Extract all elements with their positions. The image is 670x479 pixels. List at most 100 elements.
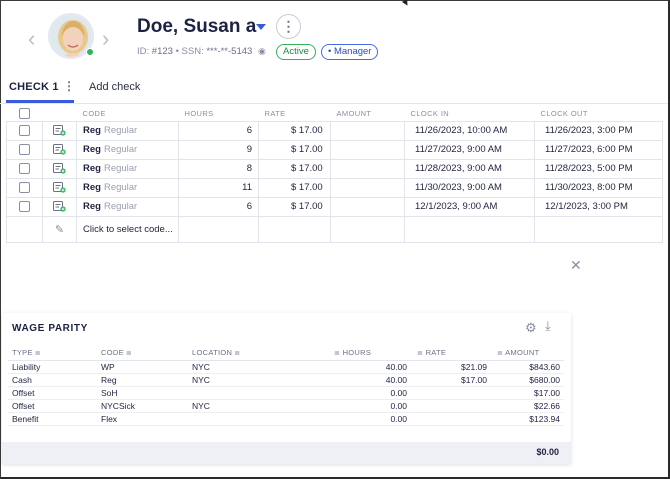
check-tabs: CHECK 1 ⋮ Add check: [0, 76, 668, 104]
row-hours[interactable]: 6: [178, 196, 259, 217]
filter-icon[interactable]: ≣: [334, 349, 341, 357]
wage-parity-title: WAGE PARITY: [12, 323, 88, 334]
wp-col-type[interactable]: TYPE ≣: [8, 345, 97, 361]
wp-code: Reg: [97, 373, 188, 387]
wp-location: NYC: [188, 399, 328, 413]
table-row[interactable]: Reg Regular 6 $ 17.00 12/1/2023, 9:00 AM 12/1…: [6, 196, 663, 217]
col-amount: AMOUNT: [336, 108, 372, 118]
document-add-icon[interactable]: [53, 200, 66, 212]
close-icon[interactable]: ✕: [570, 257, 582, 273]
row-hours[interactable]: 9: [178, 139, 259, 160]
table-row[interactable]: Reg Regular 6 $ 17.00 11/26/2023, 10:00 AM 11…: [6, 120, 663, 141]
row-checkbox[interactable]: [19, 181, 30, 193]
filter-icon[interactable]: ≣: [125, 349, 133, 357]
row-clock-in[interactable]: 12/1/2023, 9:00 AM: [404, 196, 535, 217]
new-row[interactable]: ✎ Click to select code...: [6, 215, 663, 243]
row-checkbox[interactable]: [19, 124, 30, 136]
chevron-down-icon[interactable]: [256, 24, 266, 30]
row-rate[interactable]: $ 17.00: [258, 158, 331, 179]
wp-col-rate[interactable]: ≣ RATE: [411, 345, 491, 361]
table-row[interactable]: Reg Regular 8 $ 17.00 11/28/2023, 9:00 AM 11/…: [6, 158, 663, 179]
filter-icon[interactable]: ≣: [417, 349, 424, 357]
download-icon[interactable]: ⤓: [545, 318, 551, 333]
row-checkbox[interactable]: [19, 162, 30, 174]
row-rate[interactable]: $ 17.00: [258, 120, 331, 141]
pencil-icon[interactable]: ✎: [54, 223, 65, 236]
chevron-right-icon[interactable]: ›: [102, 26, 110, 51]
kebab-icon[interactable]: ⋮: [63, 79, 75, 93]
wp-amount: $22.66: [491, 399, 564, 413]
avatar: [48, 13, 94, 59]
row-rate[interactable]: $ 17.00: [258, 177, 331, 198]
row-hours[interactable]: 11: [178, 177, 259, 198]
row-amount[interactable]: [330, 158, 405, 179]
row-clock-in[interactable]: 11/27/2023, 9:00 AM: [404, 139, 535, 160]
document-add-icon[interactable]: [53, 143, 66, 155]
kebab-icon[interactable]: ⋮: [276, 14, 301, 39]
wp-col-hours[interactable]: ≣ HOURS: [328, 345, 411, 361]
wp-hours: 40.00: [328, 373, 411, 387]
row-clock-out[interactable]: 11/30/2023, 8:00 PM: [534, 177, 663, 198]
row-hours[interactable]: 6: [178, 120, 259, 141]
row-code[interactable]: Reg Regular: [76, 196, 179, 217]
row-amount[interactable]: [330, 177, 405, 198]
document-add-icon[interactable]: [53, 124, 66, 136]
col-code: CODE: [82, 108, 106, 118]
wp-code: SoH: [97, 386, 188, 400]
add-check-button[interactable]: Add check: [89, 81, 141, 93]
document-add-icon[interactable]: [53, 162, 66, 174]
eye-icon[interactable]: ◉: [257, 46, 266, 56]
col-clock-in: CLOCK IN: [410, 108, 450, 118]
row-clock-out[interactable]: 11/26/2023, 3:00 PM: [534, 120, 663, 141]
document-add-icon[interactable]: [53, 181, 66, 193]
wage-parity-panel: WAGE PARITY ⚙ ⤓ TYPE ≣ CODE ≣ LOCATION ≣ ≣ …: [2, 313, 571, 464]
status-badge: Active: [276, 44, 316, 60]
table-row[interactable]: Reg Regular 11 $ 17.00 11/30/2023, 9:00 AM 11…: [6, 177, 663, 198]
filter-icon[interactable]: ≣: [497, 349, 504, 357]
row-checkbox[interactable]: [19, 143, 30, 155]
person-icon: •: [328, 46, 332, 57]
wage-parity-header-row: TYPE ≣ CODE ≣ LOCATION ≣ ≣ HOURS ≣ RATE ≣ A…: [8, 345, 564, 361]
col-hours: HOURS: [184, 108, 214, 118]
row-clock-in[interactable]: 11/30/2023, 9:00 AM: [404, 177, 535, 198]
row-amount[interactable]: [330, 139, 405, 160]
row-clock-in[interactable]: 11/28/2023, 9:00 AM: [404, 158, 535, 179]
filter-icon[interactable]: ≣: [234, 349, 241, 357]
row-amount[interactable]: [330, 196, 405, 217]
employee-name: Doe, Susan a: [137, 16, 257, 37]
row-rate[interactable]: $ 17.00: [258, 139, 331, 160]
row-clock-in[interactable]: 11/26/2023, 10:00 AM: [404, 120, 535, 141]
wage-parity-table: TYPE ≣ CODE ≣ LOCATION ≣ ≣ HOURS ≣ RATE ≣ A…: [8, 345, 564, 426]
wp-col-amount[interactable]: ≣ AMOUNT: [491, 345, 564, 361]
row-clock-out[interactable]: 11/27/2023, 6:00 PM: [534, 139, 663, 160]
row-code[interactable]: Reg Regular: [76, 177, 179, 198]
wp-col-location[interactable]: LOCATION ≣: [188, 345, 328, 361]
row-clock-out[interactable]: 12/1/2023, 3:00 PM: [534, 196, 663, 217]
row-code[interactable]: Reg Regular: [76, 120, 179, 141]
id-value: #123: [151, 46, 173, 57]
wage-parity-total: $0.00: [536, 447, 559, 457]
active-tab-indicator: [6, 100, 74, 103]
status-badge-label: Active: [283, 46, 309, 57]
row-amount[interactable]: [330, 120, 405, 141]
ssn-value: ***-**-5143: [206, 46, 253, 57]
row-rate[interactable]: $ 17.00: [258, 196, 331, 217]
wp-rate: [411, 412, 491, 426]
chevron-left-icon[interactable]: ‹: [28, 26, 36, 51]
grid-header-row: CODE HOURS RATE AMOUNT CLOCK IN CLOCK OU…: [7, 106, 663, 121]
wp-rate: $21.09: [411, 360, 491, 374]
wp-col-code[interactable]: CODE ≣: [97, 345, 188, 361]
select-all-checkbox[interactable]: [19, 107, 30, 119]
row-code[interactable]: Reg Regular: [76, 158, 179, 179]
row-code[interactable]: Reg Regular: [76, 139, 179, 160]
tab-check-1[interactable]: CHECK 1: [9, 81, 59, 93]
row-hours[interactable]: 8: [178, 158, 259, 179]
row-checkbox[interactable]: [19, 200, 30, 212]
code-select-placeholder[interactable]: Click to select code...: [76, 215, 179, 243]
row-clock-out[interactable]: 11/28/2023, 5:00 PM: [534, 158, 663, 179]
table-row[interactable]: Reg Regular 9 $ 17.00 11/27/2023, 9:00 AM 11/…: [6, 139, 663, 160]
filter-icon[interactable]: ≣: [34, 349, 41, 357]
wage-parity-row: Benefit Flex 0.00 $123.94: [8, 412, 564, 426]
gear-icon[interactable]: ⚙: [525, 320, 537, 335]
